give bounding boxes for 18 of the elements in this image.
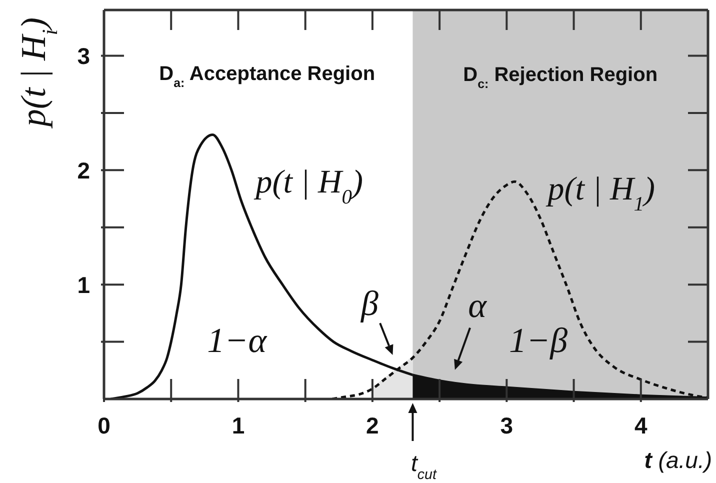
annotation: 1−β [508, 321, 568, 360]
x-tick-label: 0 [98, 412, 110, 438]
annotation: t$_{cut}$ [411, 450, 438, 483]
band-label: D$_{c:}$ Rejection Region [463, 64, 658, 91]
x-axis-title: t (a.u.) [644, 447, 712, 473]
annotation: D$_{a:}$ Acceptance Region [159, 63, 376, 90]
y-tick-label: 2 [77, 157, 90, 184]
series-label: p(t | H$_{0}$) [254, 164, 363, 209]
annotation: β [360, 284, 380, 324]
x-tick-label: 4 [634, 412, 648, 438]
y-tick-label: 1 [77, 272, 90, 298]
x-tick-label: 1 [232, 412, 245, 438]
x-tick-label: 2 [366, 412, 379, 438]
annotation: 1−α [207, 321, 268, 360]
series-label: p(t | H$_{1}$) [546, 172, 655, 216]
annotation: α [468, 286, 488, 326]
x-tick-label: 3 [500, 412, 514, 438]
y-tick-label: 3 [77, 42, 90, 69]
